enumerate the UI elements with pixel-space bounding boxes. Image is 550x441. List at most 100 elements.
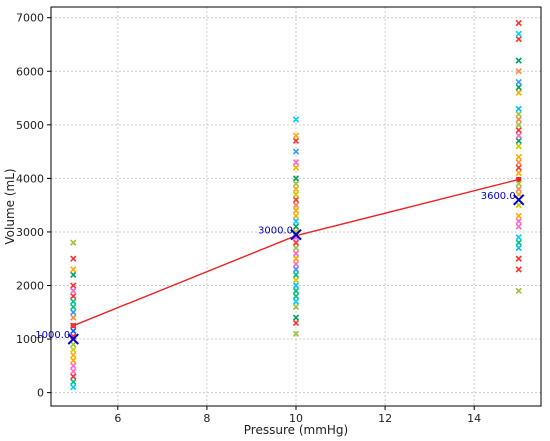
marker-stroke bbox=[292, 180, 300, 187]
y-tick-label: 7000 bbox=[16, 12, 44, 25]
marker-stroke bbox=[515, 266, 522, 273]
marker-stroke bbox=[70, 378, 77, 386]
marker-stroke bbox=[292, 276, 300, 284]
highlight-label: 1000.0 bbox=[35, 330, 70, 341]
data-point bbox=[70, 346, 77, 353]
data-point bbox=[292, 260, 300, 268]
data-point bbox=[292, 266, 300, 273]
marker-stroke bbox=[292, 319, 300, 327]
marker-stroke bbox=[292, 196, 300, 203]
markers-group bbox=[70, 19, 522, 391]
marker-stroke bbox=[515, 244, 522, 252]
data-point bbox=[70, 271, 77, 278]
marker-stroke bbox=[292, 212, 300, 220]
data-point bbox=[70, 287, 77, 295]
marker-stroke bbox=[70, 271, 77, 278]
data-point bbox=[292, 218, 300, 225]
marker-stroke bbox=[292, 175, 300, 182]
data-point bbox=[292, 185, 300, 193]
marker-stroke bbox=[292, 244, 300, 252]
marker-stroke bbox=[292, 260, 300, 268]
x-tick-label: 8 bbox=[203, 412, 210, 425]
data-point bbox=[292, 287, 300, 295]
marker-stroke bbox=[515, 234, 522, 241]
highlighted-point bbox=[513, 194, 525, 206]
data-point bbox=[515, 105, 522, 112]
marker-stroke bbox=[515, 153, 522, 161]
data-point bbox=[292, 293, 300, 300]
marker-stroke bbox=[70, 357, 77, 364]
data-point bbox=[70, 298, 77, 305]
marker-stroke bbox=[515, 19, 522, 27]
data-point bbox=[515, 169, 522, 177]
data-point bbox=[515, 223, 522, 230]
marker-stroke bbox=[515, 84, 522, 91]
marker-stroke bbox=[292, 132, 300, 139]
data-point bbox=[515, 244, 522, 252]
marker-stroke bbox=[292, 298, 300, 305]
data-point bbox=[292, 175, 300, 182]
data-point bbox=[292, 255, 300, 262]
marker-stroke bbox=[515, 185, 522, 193]
marker-stroke bbox=[515, 255, 522, 262]
x-ticks: 6 8 10 12 14 bbox=[114, 406, 481, 425]
marker-stroke bbox=[292, 191, 300, 198]
data-point bbox=[515, 153, 522, 161]
data-point bbox=[515, 132, 522, 139]
data-point bbox=[292, 137, 300, 145]
data-point bbox=[70, 255, 77, 262]
data-point bbox=[70, 266, 77, 273]
marker-stroke bbox=[515, 223, 522, 230]
marker-stroke bbox=[515, 287, 522, 295]
marker-stroke bbox=[515, 110, 522, 118]
x-tick-label: 6 bbox=[114, 412, 121, 425]
data-point bbox=[70, 293, 77, 300]
marker-stroke bbox=[292, 148, 300, 155]
marker-stroke bbox=[515, 30, 522, 37]
marker-stroke bbox=[292, 293, 300, 300]
data-point bbox=[70, 384, 77, 391]
marker-stroke bbox=[515, 201, 522, 209]
data-point bbox=[515, 180, 522, 187]
data-point bbox=[515, 110, 522, 118]
data-point bbox=[515, 143, 522, 150]
marker-stroke bbox=[292, 239, 300, 246]
marker-stroke bbox=[70, 282, 77, 289]
y-tick-label: 4000 bbox=[16, 172, 44, 185]
data-point bbox=[515, 212, 522, 220]
data-point bbox=[70, 327, 77, 335]
data-point bbox=[292, 319, 300, 327]
data-point bbox=[292, 196, 300, 203]
marker-stroke bbox=[70, 309, 77, 316]
y-ticks: 0 1000 2000 3000 4000 5000 6000 7000 bbox=[16, 12, 51, 400]
x-tick-label: 14 bbox=[467, 412, 481, 425]
marker-stroke bbox=[292, 314, 300, 321]
marker-stroke bbox=[515, 78, 522, 86]
data-point bbox=[515, 201, 522, 209]
marker-stroke bbox=[292, 282, 300, 289]
data-point bbox=[70, 378, 77, 386]
data-point bbox=[515, 89, 522, 96]
data-point bbox=[515, 30, 522, 37]
marker-stroke bbox=[515, 35, 522, 43]
data-point bbox=[70, 314, 77, 321]
data-point bbox=[70, 341, 77, 348]
marker-stroke bbox=[70, 362, 77, 369]
marker-stroke bbox=[515, 121, 522, 128]
data-point bbox=[292, 282, 300, 289]
marker-stroke bbox=[515, 132, 522, 139]
data-point bbox=[292, 298, 300, 305]
data-point bbox=[515, 185, 522, 193]
marker-stroke bbox=[515, 143, 522, 150]
marker-stroke bbox=[515, 169, 522, 177]
marker-stroke bbox=[515, 212, 522, 220]
y-tick-label: 6000 bbox=[16, 65, 44, 78]
x-tick-label: 10 bbox=[289, 412, 303, 425]
data-point bbox=[515, 287, 522, 295]
data-point bbox=[515, 239, 522, 246]
marker-stroke bbox=[515, 68, 522, 75]
y-tick-label: 1000 bbox=[16, 333, 44, 346]
data-point bbox=[292, 116, 300, 123]
data-point bbox=[292, 250, 300, 257]
